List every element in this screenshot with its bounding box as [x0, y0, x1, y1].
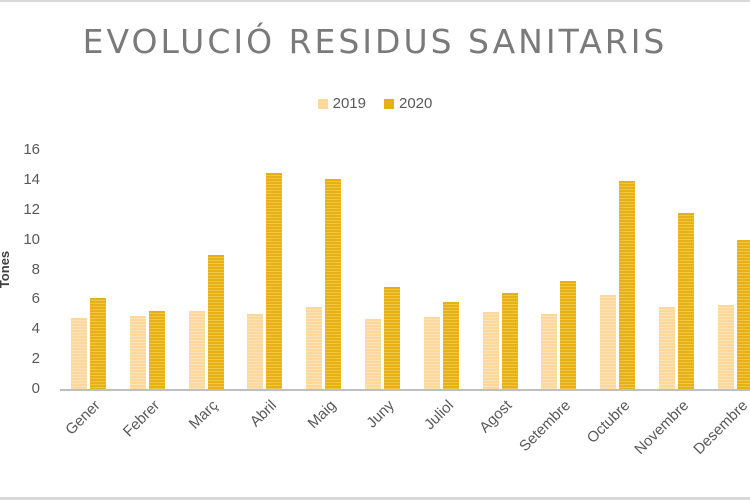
- x-axis-line: [60, 389, 750, 391]
- y-tick-label: 14: [23, 170, 40, 188]
- bar-2020-juny: [384, 286, 400, 389]
- bar-2019-agost: [482, 312, 499, 389]
- legend-swatch-icon: [317, 98, 328, 109]
- y-tick-label: 0: [31, 380, 40, 397]
- y-axis-label: Tones: [0, 250, 13, 289]
- legend-swatch-icon: [384, 98, 394, 109]
- bar-2019-juny: [365, 318, 381, 389]
- legend-label: 2020: [399, 95, 433, 112]
- chart-title: EVOLUCIÓ RESIDUS SANITARIS: [82, 22, 668, 61]
- bar-2019-juliol: [423, 317, 440, 389]
- bar-2019-setembre: [541, 314, 558, 389]
- bar-2020-març: [207, 254, 224, 389]
- chart-legend: 2019 2020: [0, 95, 750, 112]
- legend-item-2020: 2020: [384, 95, 432, 112]
- legend-item-2019: 2019: [317, 95, 366, 112]
- bar-2020-setembre: [560, 281, 577, 389]
- bar-2019-maig: [306, 306, 323, 389]
- bar-2020-agost: [501, 293, 518, 389]
- bar-2019-març: [188, 311, 205, 389]
- bar-2019-febrer: [129, 315, 146, 389]
- y-tick-label: 4: [31, 320, 40, 338]
- bar-2019-gener: [71, 318, 87, 389]
- bar-2020-febrer: [148, 311, 165, 389]
- legend-label: 2019: [332, 95, 366, 112]
- bar-2019-octubre: [600, 294, 617, 389]
- y-tick-label: 12: [23, 200, 40, 218]
- bar-2020-desembre: [736, 239, 750, 389]
- bar-2020-juliol: [442, 302, 459, 389]
- bar-2019-abril: [247, 314, 264, 389]
- bar-2020-gener: [90, 297, 106, 389]
- y-tick-label: 8: [31, 260, 40, 278]
- y-tick-label: 2: [31, 350, 40, 368]
- y-tick-label: 10: [23, 230, 40, 248]
- bar-2020-maig: [325, 179, 342, 389]
- bar-2020-octubre: [619, 180, 636, 389]
- bar-2019-desembre: [717, 305, 734, 389]
- bar-2019-novembre: [659, 306, 675, 389]
- bar-2020-novembre: [678, 213, 694, 389]
- y-tick-label: 16: [23, 141, 40, 158]
- bar-2020-abril: [266, 173, 283, 389]
- y-tick-label: 6: [31, 290, 40, 308]
